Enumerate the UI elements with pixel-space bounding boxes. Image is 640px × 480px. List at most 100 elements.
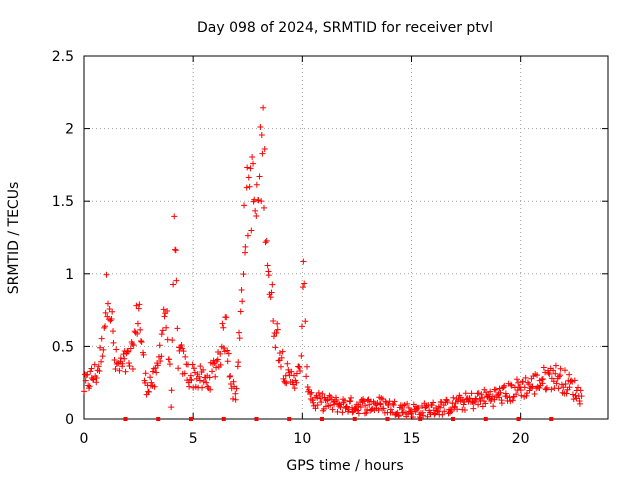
data-point: [448, 408, 455, 415]
data-point: [370, 398, 377, 405]
data-point: [130, 342, 137, 349]
data-point: [345, 406, 352, 413]
data-point: [276, 350, 283, 357]
data-point: [264, 262, 271, 269]
data-point: [385, 402, 392, 409]
data-point: [377, 401, 384, 408]
data-point: [299, 284, 306, 291]
data-point: [309, 397, 316, 404]
data-point: [253, 181, 260, 188]
data-point: [197, 363, 204, 370]
data-point: [109, 308, 116, 315]
data-point: [360, 398, 367, 405]
data-point: [154, 362, 161, 369]
data-point: [260, 104, 267, 111]
data-point: [113, 346, 120, 353]
data-point: [250, 160, 257, 167]
data-point: [159, 327, 166, 334]
data-point: [237, 308, 244, 315]
data-point: [474, 390, 481, 397]
data-point: [133, 302, 140, 309]
data-point: [284, 360, 291, 367]
data-point: [180, 348, 187, 355]
data-point: [126, 362, 133, 369]
data-point: [247, 165, 254, 172]
data-point: [225, 350, 232, 357]
data-point: [186, 383, 193, 390]
data-point: [268, 289, 275, 296]
data-point: [134, 330, 141, 337]
data-point: [158, 331, 165, 338]
x-axis-label: GPS time / hours: [286, 458, 403, 474]
data-point: [283, 380, 290, 387]
data-point: [578, 393, 585, 400]
data-point: [93, 374, 100, 381]
data-point: [220, 345, 227, 352]
data-point: [362, 402, 369, 409]
data-point: [503, 393, 510, 400]
data-point: [576, 400, 583, 407]
data-point: [136, 301, 143, 308]
data-point: [293, 379, 300, 386]
data-point: [444, 398, 451, 405]
data-point: [178, 341, 185, 348]
data-point: [339, 409, 346, 416]
data-point: [324, 397, 331, 404]
data-point: [569, 378, 576, 385]
data-point: [98, 335, 105, 342]
data-point: [86, 383, 93, 390]
data-point: [156, 342, 163, 349]
data-point: [165, 356, 172, 363]
data-point: [293, 370, 300, 377]
chart-title: Day 098 of 2024, SRMTID for receiver ptv…: [197, 20, 493, 36]
data-point: [401, 401, 408, 408]
data-point: [563, 390, 570, 397]
data-point: [468, 390, 475, 397]
data-point: [277, 363, 284, 370]
data-point: [349, 409, 356, 416]
data-point: [252, 207, 259, 214]
data-point: [566, 384, 573, 391]
y-axis-label: SRMTID / TECUs: [6, 182, 22, 295]
data-point: [314, 401, 321, 408]
data-point: [570, 396, 577, 403]
data-point: [326, 392, 333, 399]
data-point: [129, 366, 136, 373]
data-point: [412, 408, 419, 415]
data-point: [157, 357, 164, 364]
data-point: [489, 393, 496, 400]
data-point: [267, 294, 274, 301]
data-point: [420, 412, 427, 419]
data-point: [318, 399, 325, 406]
data-point: [224, 347, 231, 354]
data-point: [361, 410, 368, 417]
data-point: [108, 315, 115, 322]
data-point: [562, 380, 569, 387]
data-point: [470, 405, 477, 412]
data-point: [483, 389, 490, 396]
data-point: [380, 405, 387, 412]
bottom-marker: [516, 417, 521, 421]
data-point: [137, 338, 144, 345]
x-tick-label: 5: [189, 431, 198, 447]
data-point: [148, 379, 155, 386]
x-tick-label: 10: [293, 431, 311, 447]
data-point: [366, 401, 373, 408]
data-point: [166, 361, 173, 368]
data-point: [450, 394, 457, 401]
data-point: [389, 409, 396, 416]
data-point: [290, 381, 297, 388]
data-point: [244, 232, 251, 239]
data-point: [317, 395, 324, 402]
data-point: [158, 353, 165, 360]
data-point: [196, 377, 203, 384]
data-point: [355, 403, 362, 410]
data-point: [84, 371, 91, 378]
data-point: [357, 404, 364, 411]
data-point: [214, 356, 221, 363]
data-point: [175, 365, 182, 372]
data-point: [169, 337, 176, 344]
data-point: [348, 394, 355, 401]
data-point: [270, 318, 277, 325]
